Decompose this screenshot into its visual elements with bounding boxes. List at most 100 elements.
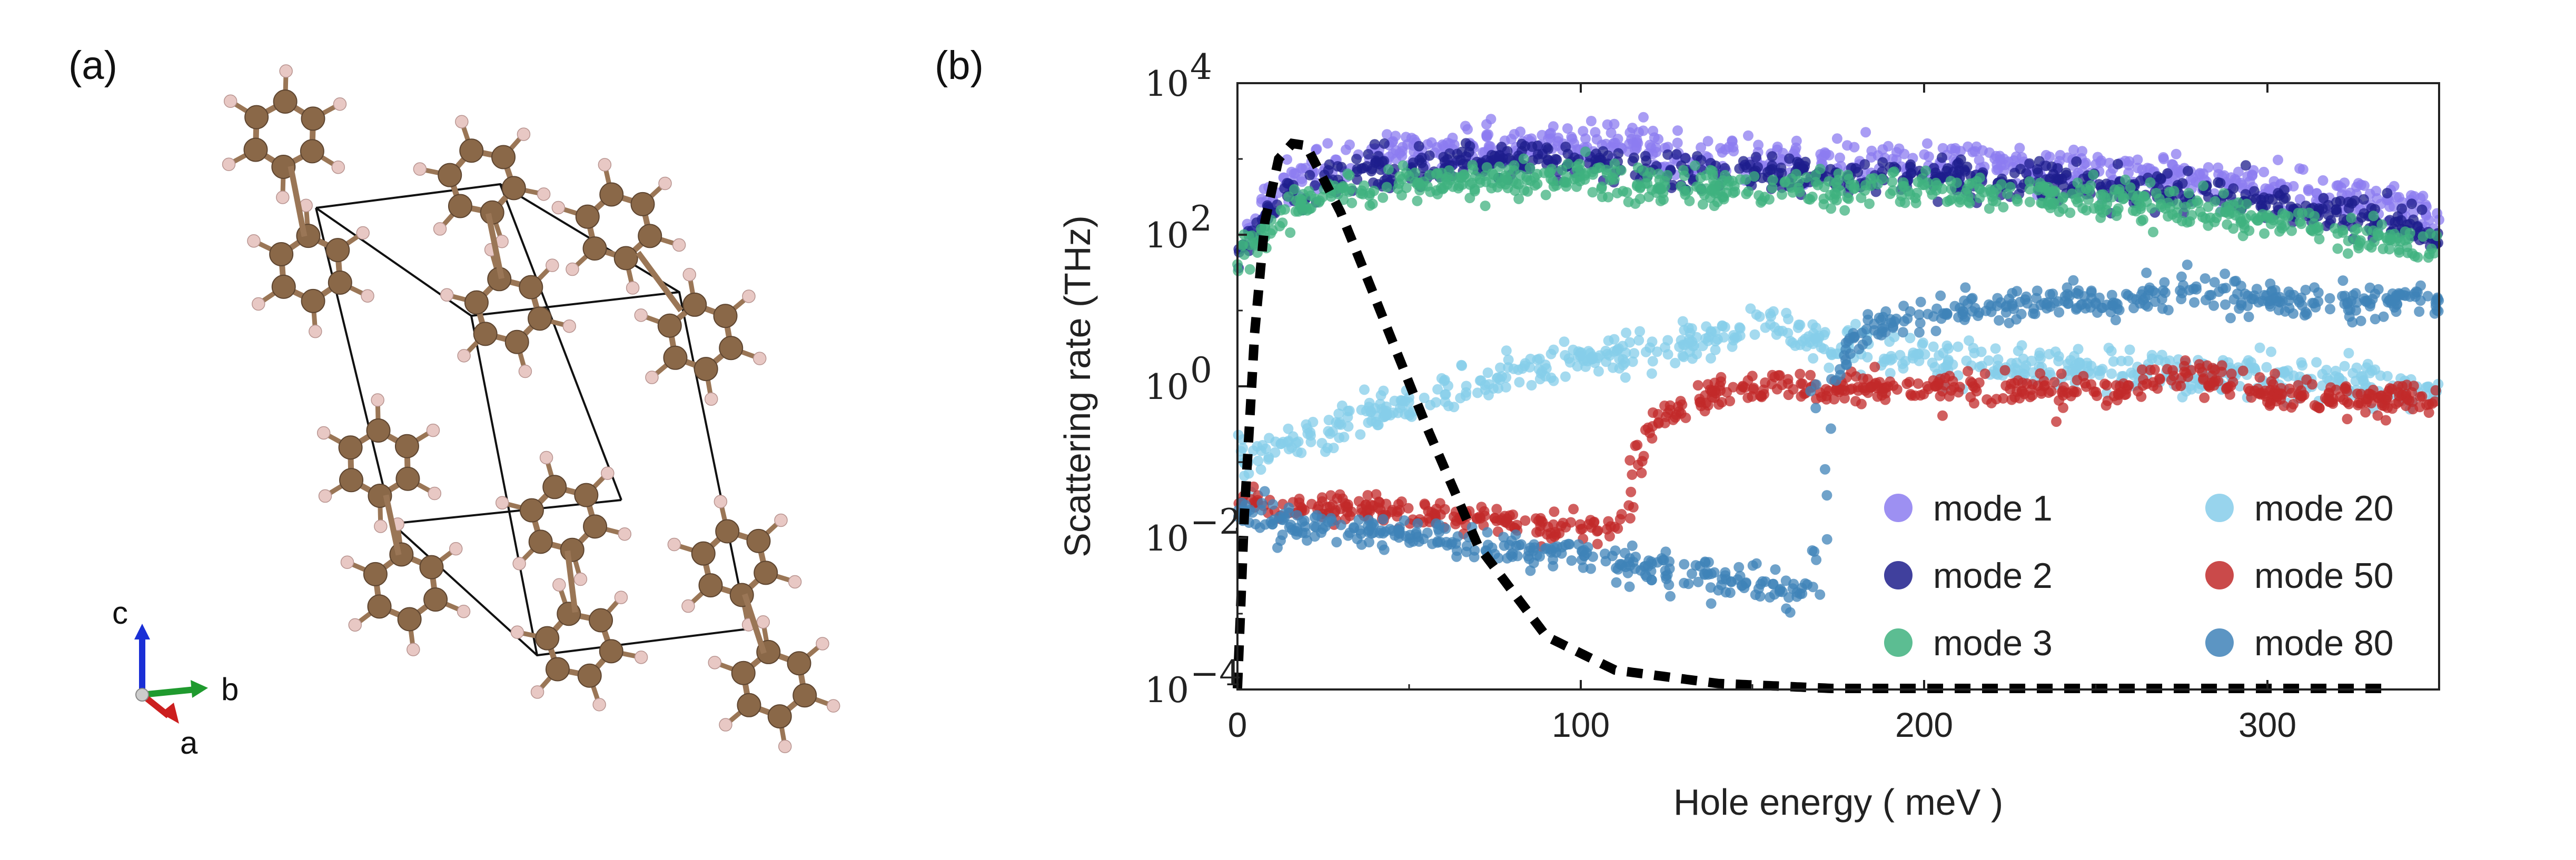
data-point (1413, 141, 1424, 152)
series-mode-3 (1232, 146, 2442, 276)
data-point (1777, 189, 1787, 200)
data-point (2154, 373, 2165, 384)
data-point (1592, 538, 1603, 549)
data-point (2145, 177, 2156, 188)
carbon-atom (397, 607, 422, 632)
data-point (1624, 455, 1636, 466)
legend-item: mode 1 (1884, 488, 2053, 528)
data-point (1636, 467, 1647, 478)
data-point (1503, 153, 1514, 164)
data-point (1679, 559, 1690, 570)
ring-link-bond (741, 593, 767, 654)
data-point (1614, 354, 1625, 365)
hydrogen-atom (719, 718, 732, 732)
data-point (1747, 391, 1758, 402)
hydrogen-atom (626, 281, 640, 295)
carbon-atom (423, 587, 448, 612)
data-point (2213, 376, 2224, 387)
data-point (1991, 394, 2002, 405)
hydrogen-atom (552, 578, 566, 592)
data-point (1808, 353, 1819, 364)
data-point (1461, 381, 1472, 392)
axis-triad: c b a (112, 595, 239, 761)
data-point (1658, 187, 1669, 198)
data-point (2053, 173, 2064, 184)
data-point (2288, 370, 2299, 381)
data-point (1375, 164, 1386, 175)
carbon-atom (273, 89, 298, 114)
data-point (1609, 158, 1620, 169)
data-point (1540, 359, 1551, 371)
data-point (1562, 148, 1573, 159)
data-point (2217, 283, 2228, 294)
data-point (1821, 534, 1832, 545)
data-point (1580, 146, 1591, 157)
data-point (1403, 392, 1414, 403)
data-point (1275, 535, 1286, 546)
data-point (1767, 183, 1778, 194)
data-point (2077, 146, 2088, 157)
data-point (1316, 492, 1327, 503)
data-point (1548, 519, 1559, 530)
data-point (1963, 366, 1974, 377)
data-point (1352, 534, 1363, 544)
data-point (1807, 582, 1818, 593)
data-point (2359, 180, 2370, 191)
data-point (1505, 549, 1517, 561)
data-point (1309, 531, 1320, 542)
data-point (2047, 288, 2058, 299)
data-point (1283, 423, 1294, 434)
data-point (2350, 225, 2360, 236)
data-point (1403, 503, 1414, 514)
data-point (2317, 380, 2328, 391)
data-point (1716, 376, 1727, 387)
data-point (1410, 177, 1421, 187)
data-point (1366, 415, 1377, 426)
data-point (2377, 243, 2389, 254)
data-point (1891, 384, 1903, 395)
data-point (2421, 382, 2432, 393)
data-point (1927, 357, 1938, 368)
data-point (1394, 171, 1405, 182)
data-point (1692, 151, 1703, 162)
data-point (2396, 203, 2407, 214)
data-point (1633, 335, 1644, 346)
hydrogen-atom (407, 643, 420, 656)
hydrogen-atom (518, 364, 532, 378)
carbon-atom (271, 274, 296, 299)
hydrogen-atom (348, 618, 362, 632)
data-point (1548, 561, 1559, 572)
data-point (1829, 394, 1840, 405)
data-point (2098, 189, 2109, 200)
data-point (1958, 306, 1969, 317)
data-point (1960, 282, 1971, 293)
data-point (1614, 514, 1626, 525)
data-point (1967, 377, 1978, 388)
data-point (1640, 151, 1651, 162)
data-point (2311, 357, 2322, 368)
data-point (1587, 166, 1598, 177)
data-point (2297, 164, 2309, 175)
hydrogen-atom (309, 324, 322, 338)
data-point (1283, 191, 1294, 202)
data-point (1849, 142, 1860, 153)
data-point (1532, 168, 1543, 179)
hydrogen-atom (551, 201, 566, 215)
data-point (1678, 352, 1689, 363)
data-point (2145, 365, 2156, 375)
data-point (1709, 201, 1720, 211)
data-point (1990, 343, 2001, 354)
data-point (1624, 513, 1636, 524)
data-point (2000, 307, 2012, 318)
data-point (2142, 163, 2153, 174)
data-point (1665, 591, 1676, 602)
data-point (2137, 364, 2147, 375)
data-point (1501, 345, 1512, 356)
data-point (1575, 165, 1586, 176)
data-point (1995, 297, 2006, 308)
data-point (2065, 355, 2076, 366)
data-point (2379, 401, 2390, 412)
x-axis-ticks: 0 100 200 300 (1228, 83, 2440, 744)
data-point (1376, 540, 1388, 551)
